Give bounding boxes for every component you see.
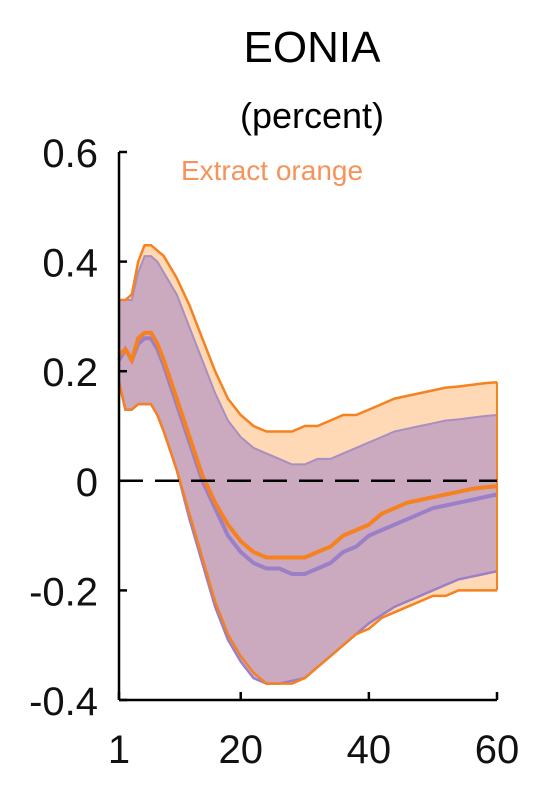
y-tick-label: -0.4	[29, 680, 98, 724]
chart-subtitle: (percent)	[240, 95, 384, 136]
purple-band	[119, 256, 497, 684]
y-tick-label: 0.2	[42, 351, 98, 395]
y-tick-label: 0.4	[42, 242, 98, 286]
extract-orange-annotation: Extract orange	[181, 155, 363, 186]
x-tick-label: 60	[475, 728, 520, 772]
x-tick-label: 20	[218, 728, 263, 772]
y-tick-label: 0.6	[42, 132, 98, 176]
orange-lower-line	[117, 381, 497, 685]
x-tick-label: 1	[108, 728, 130, 772]
orange-upper-line	[119, 243, 498, 433]
plot-area: 0.6 0.4 0.2 0 -0.2 -0.41 20 40 60	[29, 132, 519, 772]
orange-median-line	[117, 330, 498, 560]
purple-median-line	[117, 336, 498, 576]
purple-upper-line	[119, 255, 498, 466]
chart-title: EONIA	[244, 23, 382, 72]
y-tick-label: -0.2	[29, 570, 98, 614]
y-tick-label: 0	[76, 461, 98, 505]
x-tick-label: 40	[347, 728, 392, 772]
